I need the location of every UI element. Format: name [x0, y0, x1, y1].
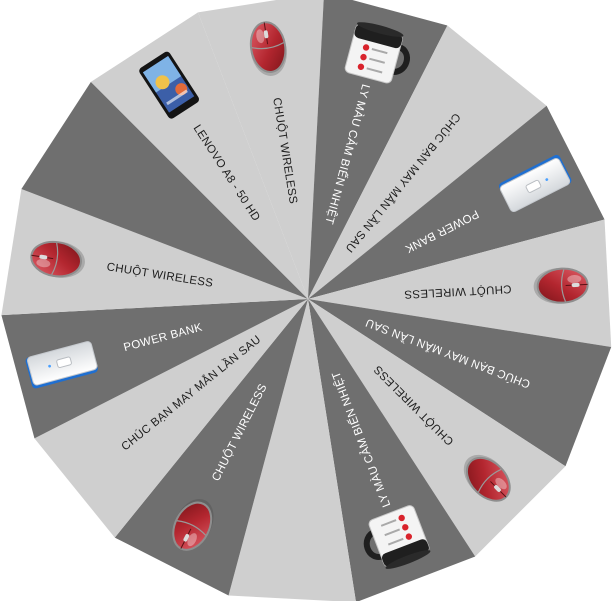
red-mouse-icon	[249, 21, 287, 76]
red-mouse-icon	[533, 267, 589, 304]
wheel-segment[interactable]	[308, 299, 612, 467]
color-changing-mug-icon	[344, 22, 410, 84]
color-changing-mug-icon	[363, 505, 431, 569]
wheel-segment[interactable]	[1, 299, 308, 439]
wheel-segment[interactable]	[197, 0, 324, 299]
wheel-segment[interactable]	[1, 188, 308, 316]
wheel-segment[interactable]	[308, 0, 448, 299]
red-mouse-icon	[30, 240, 85, 278]
wheel-segment[interactable]	[21, 81, 308, 299]
wheel-segment[interactable]	[308, 219, 612, 348]
wheel-segment[interactable]	[34, 299, 309, 538]
red-mouse-icon	[463, 454, 511, 502]
power-bank-icon	[25, 341, 98, 389]
wheel-segment[interactable]	[308, 25, 547, 300]
wheel-segment[interactable]	[308, 299, 476, 601]
power-bank-icon	[499, 154, 572, 213]
wheel-segment[interactable]	[308, 105, 605, 299]
wheel-segment[interactable]	[90, 12, 308, 299]
wheel-segment[interactable]	[228, 299, 356, 601]
red-mouse-icon	[172, 498, 214, 551]
wheel-segment[interactable]	[114, 299, 308, 596]
lenovo-tablet-icon	[139, 51, 200, 119]
segment-label: CHUỘT WIRELESS	[404, 282, 512, 301]
